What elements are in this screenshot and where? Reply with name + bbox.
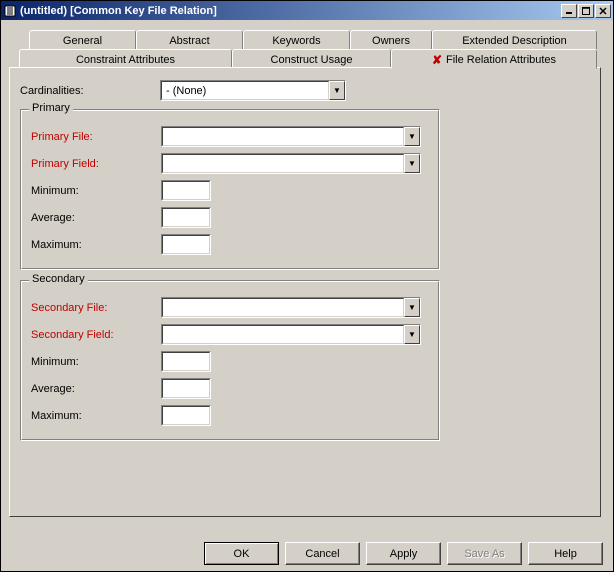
- row-primary-minimum: Minimum:: [31, 180, 429, 201]
- chevron-down-icon[interactable]: ▼: [329, 81, 345, 100]
- tab-label: Abstract: [169, 35, 209, 47]
- row-secondary-average: Average:: [31, 378, 429, 399]
- tab-extended-description[interactable]: Extended Description: [432, 30, 597, 49]
- row-secondary-maximum: Maximum:: [31, 405, 429, 426]
- row-primary-maximum: Maximum:: [31, 234, 429, 255]
- tab-file-relation-attributes[interactable]: ✘ File Relation Attributes: [391, 49, 597, 69]
- row-primary-field: Primary Field: ▼: [31, 153, 429, 174]
- tab-construct-usage[interactable]: Construct Usage: [232, 49, 391, 68]
- cancel-button[interactable]: Cancel: [285, 542, 360, 565]
- tab-constraint-attributes[interactable]: Constraint Attributes: [19, 49, 232, 68]
- secondary-average-label: Average:: [31, 383, 161, 395]
- chevron-down-icon[interactable]: ▼: [404, 154, 420, 173]
- secondary-minimum-label: Minimum:: [31, 356, 161, 368]
- group-secondary: Secondary Secondary File: ▼ Secondary Fi…: [20, 280, 440, 441]
- primary-file-label: Primary File:: [31, 131, 161, 143]
- group-secondary-legend: Secondary: [29, 273, 88, 285]
- primary-maximum-input[interactable]: [161, 234, 211, 255]
- tab-panel: Cardinalities: - (None) ▼ Primary Primar…: [9, 67, 601, 517]
- row-secondary-field: Secondary Field: ▼: [31, 324, 429, 345]
- close-button[interactable]: [595, 4, 611, 18]
- tab-label: Owners: [372, 35, 410, 47]
- secondary-file-label: Secondary File:: [31, 302, 161, 314]
- tab-abstract[interactable]: Abstract: [136, 30, 243, 49]
- primary-field-value: [162, 154, 404, 173]
- tab-label: File Relation Attributes: [446, 54, 556, 66]
- app-icon: [3, 4, 17, 18]
- secondary-field-value: [162, 325, 404, 344]
- primary-field-combo[interactable]: ▼: [161, 153, 421, 174]
- secondary-maximum-label: Maximum:: [31, 410, 161, 422]
- row-secondary-file: Secondary File: ▼: [31, 297, 429, 318]
- maximize-button[interactable]: [578, 4, 594, 18]
- row-cardinalities: Cardinalities: - (None) ▼: [20, 80, 590, 101]
- primary-average-input[interactable]: [161, 207, 211, 228]
- tab-keywords[interactable]: Keywords: [243, 30, 350, 49]
- group-primary-legend: Primary: [29, 102, 73, 114]
- ok-button[interactable]: OK: [204, 542, 279, 565]
- primary-average-label: Average:: [31, 212, 161, 224]
- minimize-button[interactable]: [561, 4, 577, 18]
- chevron-down-icon[interactable]: ▼: [404, 325, 420, 344]
- row-primary-average: Average:: [31, 207, 429, 228]
- tab-label: Extended Description: [462, 35, 567, 47]
- tab-control: General Abstract Keywords Owners Extende…: [19, 30, 601, 517]
- primary-file-combo[interactable]: ▼: [161, 126, 421, 147]
- apply-button[interactable]: Apply: [366, 542, 441, 565]
- tab-row-2: Constraint Attributes Construct Usage ✘ …: [19, 49, 601, 68]
- chevron-down-icon[interactable]: ▼: [404, 298, 420, 317]
- secondary-minimum-input[interactable]: [161, 351, 211, 372]
- dialog-button-row: OK Cancel Apply Save As Help: [204, 542, 603, 565]
- save-as-button: Save As: [447, 542, 522, 565]
- cardinalities-label: Cardinalities:: [20, 85, 160, 97]
- secondary-field-combo[interactable]: ▼: [161, 324, 421, 345]
- primary-maximum-label: Maximum:: [31, 239, 161, 251]
- primary-minimum-label: Minimum:: [31, 185, 161, 197]
- dialog-window: (untitled) [Common Key File Relation] Ge…: [0, 0, 614, 572]
- titlebar-controls: [560, 4, 611, 18]
- chevron-down-icon[interactable]: ▼: [404, 127, 420, 146]
- window-title: (untitled) [Common Key File Relation]: [20, 5, 560, 17]
- client-area: General Abstract Keywords Owners Extende…: [1, 20, 613, 571]
- tab-label: Keywords: [272, 35, 320, 47]
- cardinalities-value: - (None): [161, 81, 329, 100]
- help-button[interactable]: Help: [528, 542, 603, 565]
- group-primary: Primary Primary File: ▼ Primary Field: ▼: [20, 109, 440, 270]
- cardinalities-combo[interactable]: - (None) ▼: [160, 80, 346, 101]
- secondary-field-label: Secondary Field:: [31, 329, 161, 341]
- primary-minimum-input[interactable]: [161, 180, 211, 201]
- tab-label: Construct Usage: [271, 54, 353, 66]
- primary-field-label: Primary Field:: [31, 158, 161, 170]
- secondary-file-combo[interactable]: ▼: [161, 297, 421, 318]
- titlebar: (untitled) [Common Key File Relation]: [1, 1, 613, 20]
- secondary-file-value: [162, 298, 404, 317]
- secondary-average-input[interactable]: [161, 378, 211, 399]
- secondary-maximum-input[interactable]: [161, 405, 211, 426]
- tab-label: General: [63, 35, 102, 47]
- row-primary-file: Primary File: ▼: [31, 126, 429, 147]
- tab-owners[interactable]: Owners: [350, 30, 432, 49]
- tab-label: Constraint Attributes: [76, 54, 175, 66]
- tab-row-1: General Abstract Keywords Owners Extende…: [29, 30, 601, 49]
- primary-file-value: [162, 127, 404, 146]
- row-secondary-minimum: Minimum:: [31, 351, 429, 372]
- required-marker-icon: ✘: [432, 53, 442, 67]
- tab-general[interactable]: General: [29, 30, 136, 49]
